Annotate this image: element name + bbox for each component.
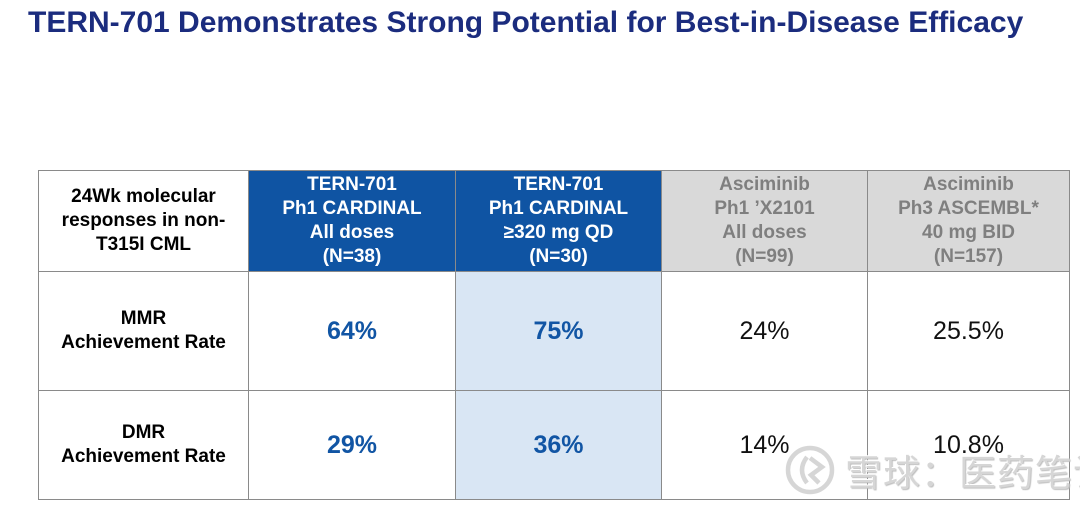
column-header-tern701-all-doses: TERN-701 Ph1 CARDINAL All doses (N=38) (248, 170, 456, 272)
row-label-dmr: DMR Achievement Rate (38, 390, 249, 500)
watermark: 雪球：医药笔记 (784, 443, 1080, 497)
row-label-line: Achievement Rate (61, 446, 226, 467)
column-header-line: Ph3 ASCEMBL* (898, 198, 1039, 219)
column-header-line: (N=38) (322, 246, 382, 267)
column-header-line: TERN-701 (513, 174, 604, 195)
row-label-line: DMR (121, 422, 166, 443)
xueqiu-logo-icon (785, 445, 835, 495)
row-label-line: Achievement Rate (61, 332, 226, 353)
column-header-line: (N=30) (529, 246, 588, 267)
column-header-line: TERN-701 (307, 174, 397, 195)
column-header-line: Asciminib (923, 174, 1014, 195)
column-header-line: Ph1 CARDINAL (282, 198, 422, 219)
column-header-tern701-320mg-qd: TERN-701 Ph1 CARDINAL ≥320 mg QD (N=30) (455, 170, 662, 272)
column-header-asciminib-x2101: Asciminib Ph1 ’X2101 All doses (N=99) (661, 170, 868, 272)
table-row-dmr: DMR Achievement Rate 29% 36% 14% 10.8% (38, 390, 1070, 500)
row-label-line: MMR (120, 308, 167, 329)
cell-mmr-tern701-320mg-qd: 75% (455, 271, 662, 391)
cell-mmr-asciminib-ascembl: 25.5% (867, 271, 1070, 391)
column-header-line: Ph1 ’X2101 (714, 198, 815, 219)
cell-dmr-tern701-320mg-qd: 36% (455, 390, 662, 500)
cell-mmr-tern701-all-doses: 64% (248, 271, 456, 391)
table-header-row: 24Wk molecular responses in non- T315I C… (38, 170, 1070, 272)
column-header-line: 40 mg BID (922, 222, 1015, 243)
cell-dmr-tern701-all-doses: 29% (248, 390, 456, 500)
column-header-line: (N=157) (933, 246, 1004, 267)
efficacy-comparison-table: 24Wk molecular responses in non- T315I C… (38, 170, 1070, 500)
table-row-mmr: MMR Achievement Rate 64% 75% 24% 25.5% (38, 271, 1070, 391)
page-title: TERN-701 Demonstrates Strong Potential f… (28, 6, 1024, 39)
cell-dmr-asciminib-x2101: 14% (661, 390, 868, 500)
column-header-line: Ph1 CARDINAL (488, 198, 629, 219)
row-label-mmr: MMR Achievement Rate (38, 271, 249, 391)
column-header-line: (N=99) (735, 246, 794, 267)
column-header-asciminib-ascembl: Asciminib Ph3 ASCEMBL* 40 mg BID (N=157) (867, 170, 1070, 272)
column-header-line: Asciminib (719, 174, 810, 195)
corner-header-line: responses in non- (61, 210, 226, 231)
column-header-line: All doses (309, 222, 395, 243)
corner-header-24wk-molecular-responses: 24Wk molecular responses in non- T315I C… (38, 170, 249, 272)
watermark-text: 雪球：医药笔记 (845, 453, 1080, 494)
cell-mmr-asciminib-x2101: 24% (661, 271, 868, 391)
corner-header-line: T315I CML (95, 234, 192, 255)
column-header-line: ≥320 mg QD (503, 222, 614, 243)
corner-header-line: 24Wk molecular (71, 186, 216, 207)
cell-dmr-asciminib-ascembl: 10.8% (867, 390, 1070, 500)
column-header-line: All doses (722, 222, 807, 243)
